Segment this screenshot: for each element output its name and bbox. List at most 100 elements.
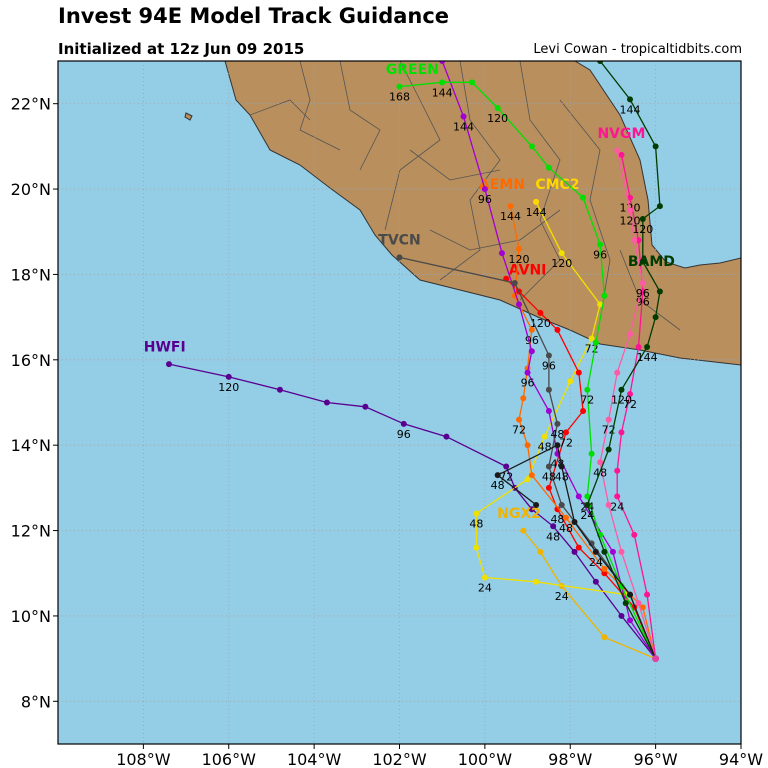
track-point [550,523,557,530]
track-black: 24 48 48 [491,442,659,662]
track-point [545,164,552,171]
forecast-hour-label: 120 [632,223,653,236]
track-point [481,186,488,193]
forecast-hour-label: 48 [555,471,569,484]
track-point [588,450,595,457]
track-point [635,344,642,351]
forecast-hour-label: 120 [551,257,572,270]
track-point [537,548,544,555]
x-tick-label: 94°W [719,750,763,768]
land-mexico [224,61,741,366]
track-point [554,442,561,449]
track-point [652,314,659,321]
chart-subtitle: Initialized at 12z Jun 09 2015 [58,40,305,58]
track-point [618,583,625,590]
forecast-hour-label: 96 [521,377,535,390]
track-point [601,570,608,577]
x-tick-label: 96°W [634,750,678,768]
track-point [627,194,634,201]
track-point [362,403,369,410]
model-label: GREEN [386,62,439,78]
forecast-hour-label: 96 [478,193,492,206]
forecast-hour-label: 120 [487,112,508,125]
track-point [473,544,480,551]
forecast-hour-label: 96 [542,360,556,373]
track-point [520,395,527,402]
track-point [481,574,488,581]
track-point [601,292,608,299]
track-point [627,207,634,214]
track-point [545,408,552,415]
x-tick-label: 108°W [116,750,171,768]
y-tick-label: 10°N [11,607,51,626]
track-point [276,386,283,393]
track-point [609,548,616,555]
track-point [165,361,172,368]
forecast-hour-label: 48 [550,428,564,441]
forecast-hour-label: 48 [559,522,573,535]
track-nvgm: 24 72 96 120 NVGM [597,126,659,662]
start-point [652,655,660,663]
track-point [524,442,531,449]
track-point [528,348,535,355]
forecast-hour-label: 144 [620,103,641,116]
track-point [439,79,446,86]
forecast-hour-label: 144 [637,351,658,364]
track-point [597,61,604,64]
track-point [652,143,659,150]
forecast-hour-label: 144 [432,86,453,99]
track-point [533,578,540,585]
y-tick-label: 22°N [11,95,51,114]
track-point [575,544,582,551]
forecast-hour-label: 120 [620,214,641,227]
track-point [627,96,634,103]
track-point [584,501,591,508]
track-point [545,484,552,491]
y-tick-label: 8°N [21,692,51,711]
forecast-hour-label: 24 [555,590,569,603]
track-point [507,203,514,210]
track-point [558,501,565,508]
track-point [469,79,476,86]
track-point [545,463,552,470]
track-point [614,147,621,154]
track-point [639,604,646,611]
model-label: HWFI [144,339,186,355]
track-point [567,378,574,385]
track-line [496,444,657,659]
track-tvcn: 48 48 96 TVCN [378,233,659,662]
track-point [656,288,663,295]
track-point [516,245,523,252]
track-point [644,591,651,598]
track-point [644,344,651,351]
forecast-hour-label: 48 [491,479,505,492]
track-point [400,420,407,427]
forecast-hour-label: 72 [580,394,594,407]
forecast-hour-label: 144 [453,120,474,133]
forecast-hour-label: 120 [509,253,530,266]
track-point [588,335,595,342]
track-point [554,420,561,427]
track-point [580,194,587,201]
y-tick-label: 18°N [11,265,51,284]
forecast-hour-label: 72 [623,398,637,411]
track-point [614,467,621,474]
track-point [580,408,587,415]
track-point [528,506,535,513]
model-label: TVCN [378,233,420,249]
track-point [597,241,604,248]
track-point [639,279,646,286]
track-point [554,326,561,333]
track-point [494,104,501,111]
track-point [639,215,646,222]
track-point [558,463,565,470]
track-point [635,600,642,607]
track-point [592,578,599,585]
track-point [516,301,523,308]
model-label: AVNI [509,262,547,278]
track-point [524,369,531,376]
track-point [584,493,591,500]
track-point [562,514,569,521]
